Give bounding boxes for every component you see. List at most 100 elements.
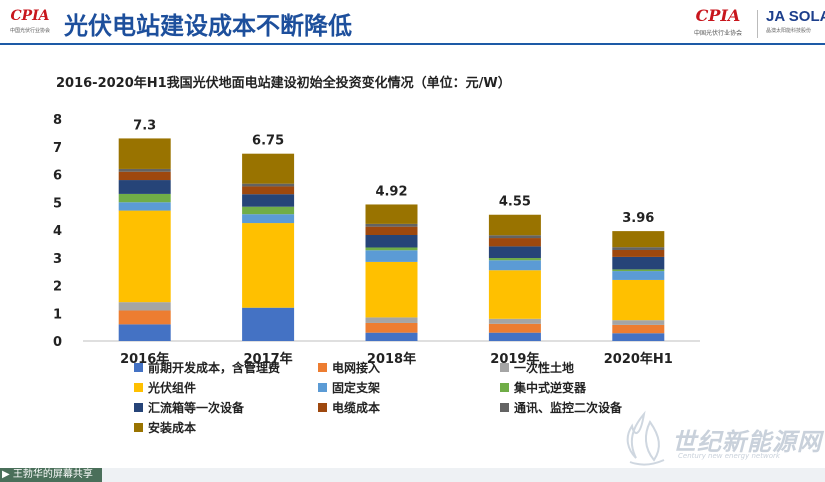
bar-segment bbox=[612, 269, 665, 272]
watermark-cn: 世纪新能源网 bbox=[672, 428, 822, 456]
bar-segment bbox=[242, 307, 295, 341]
bar-segment bbox=[488, 323, 541, 333]
legend-entry: 固定支架 bbox=[332, 380, 380, 395]
header-rule bbox=[0, 43, 825, 45]
bar-segment bbox=[118, 324, 171, 341]
x-tick-label: 2016年 bbox=[120, 351, 169, 367]
bar-segment bbox=[118, 310, 171, 325]
legend-entry: 一次性土地 bbox=[514, 360, 574, 375]
bar-segment bbox=[118, 193, 171, 203]
bar-segment bbox=[242, 186, 295, 195]
bar-segment bbox=[488, 214, 541, 236]
bar-segment bbox=[118, 138, 171, 169]
bar-segment bbox=[488, 332, 541, 341]
legend-swatch bbox=[500, 403, 509, 412]
bar-segment bbox=[365, 204, 418, 224]
legend-entry: 前期开发成本，含管理费 bbox=[148, 360, 280, 375]
bar-segment bbox=[365, 332, 418, 341]
legend-entry: 通讯、监控二次设备 bbox=[514, 400, 623, 415]
y-tick-label: 1 bbox=[53, 307, 62, 322]
bar-segment bbox=[612, 247, 665, 250]
bar-total-label: 6.75 bbox=[252, 134, 284, 149]
bar-segment bbox=[365, 223, 418, 227]
bar-segment bbox=[118, 171, 171, 181]
cpia-logo-right: CPIA 中国光伏行业协会 bbox=[686, 2, 750, 40]
stacked-bar-chart: 0 1 2 3 4 5 6 7 8 7.3 2016年 6.75 2017年 4.92 2018年 4.55 2… bbox=[53, 113, 700, 435]
bar-segment bbox=[365, 322, 418, 333]
legend-entry: 安装成本 bbox=[148, 420, 196, 435]
share-icon: ▶ bbox=[2, 469, 13, 480]
cpia-logo-left-sub: 中国光伏行业协会 bbox=[9, 28, 50, 34]
bar-segment bbox=[242, 183, 295, 187]
cpia-logo-right-sub: 中国光伏行业协会 bbox=[693, 30, 742, 37]
chart-title: 2016-2020年H1我国光伏地面电站建设初始全投资变化情况（单位：元/W） bbox=[56, 76, 511, 91]
legend-swatch bbox=[134, 363, 143, 372]
bar-segment bbox=[365, 317, 418, 323]
slide: CPIA 中国光伏行业协会 光伏电站建设成本不断降低 CPIA 中国光伏行业协会… bbox=[0, 0, 825, 468]
bar-segment bbox=[242, 214, 295, 224]
bar-segment bbox=[612, 249, 665, 257]
bar-total-label: 7.3 bbox=[133, 118, 156, 133]
legend-swatch bbox=[500, 363, 509, 372]
x-tick-label: 2017年 bbox=[244, 351, 293, 367]
bar-segment bbox=[242, 223, 295, 308]
y-tick-label: 2 bbox=[53, 280, 62, 295]
legend-swatch bbox=[500, 383, 509, 392]
bar-segment bbox=[488, 260, 541, 271]
legend-entry: 集中式逆变器 bbox=[513, 380, 587, 395]
y-tick-label: 6 bbox=[53, 169, 62, 184]
bar-segment bbox=[488, 258, 541, 261]
bar-segment bbox=[365, 261, 418, 318]
bar-segment bbox=[612, 231, 665, 248]
bar-segment bbox=[365, 247, 418, 251]
x-tick-label: 2018年 bbox=[367, 351, 416, 367]
screen-share-label: 王勃华的屏幕共享 bbox=[12, 469, 93, 480]
legend-swatch bbox=[134, 383, 143, 392]
bar-segment bbox=[242, 153, 295, 184]
bar-segment bbox=[118, 210, 171, 303]
ja-solar-logo-sub: 晶澳太阳能科技股份 bbox=[766, 28, 812, 34]
y-tick-label: 5 bbox=[53, 196, 62, 211]
bar-segment bbox=[488, 246, 541, 259]
bar-total-label: 4.55 bbox=[499, 195, 531, 210]
bar-segment bbox=[365, 250, 418, 262]
bar-segment bbox=[612, 256, 665, 270]
bar-segment bbox=[488, 270, 541, 319]
logo-divider bbox=[757, 10, 758, 38]
legend-entry: 汇流箱等一次设备 bbox=[148, 400, 245, 415]
bar-segment bbox=[612, 279, 665, 321]
bar-segment bbox=[488, 238, 541, 247]
bar-segment bbox=[365, 234, 418, 248]
legend-entry: 电网接入 bbox=[332, 360, 380, 375]
slide-title: 光伏电站建设成本不断降低 bbox=[64, 12, 352, 40]
legend-entry: 光伏组件 bbox=[147, 380, 196, 395]
bar-segment bbox=[612, 324, 665, 334]
y-tick-label: 3 bbox=[53, 252, 62, 267]
legend-entry: 电缆成本 bbox=[332, 400, 380, 415]
bar-total-label: 4.92 bbox=[375, 184, 407, 199]
cpia-logo-right-word: CPIA bbox=[695, 6, 741, 25]
watermark-en: Century new energy network bbox=[678, 452, 780, 460]
y-tick-label: 7 bbox=[53, 141, 62, 156]
watermark: 世纪新能源网 Century new energy network bbox=[612, 408, 822, 468]
bar-segment bbox=[612, 320, 665, 325]
y-tick-label: 0 bbox=[53, 335, 62, 350]
bar-segment bbox=[612, 333, 665, 341]
bar-segment bbox=[488, 318, 541, 324]
legend-swatch bbox=[318, 363, 327, 372]
legend-swatch bbox=[318, 403, 327, 412]
bar-segment bbox=[118, 180, 171, 194]
y-tick-label: 8 bbox=[53, 113, 62, 128]
ja-solar-logo: JA SOLA 晶澳太阳能科技股份 bbox=[758, 8, 825, 38]
bar-segment bbox=[118, 168, 171, 172]
bar-segment bbox=[118, 302, 171, 311]
cpia-logo-left: CPIA 中国光伏行业协会 bbox=[6, 6, 54, 40]
bar-segment bbox=[242, 194, 295, 207]
cpia-logo-left-word: CPIA bbox=[10, 8, 50, 24]
x-tick-label: 2020年H1 bbox=[604, 351, 673, 367]
screen-share-indicator[interactable]: ▶ 王勃华的屏幕共享 bbox=[0, 468, 102, 482]
y-tick-label: 4 bbox=[53, 224, 62, 239]
legend-swatch bbox=[134, 423, 143, 432]
legend-swatch bbox=[134, 403, 143, 412]
ja-solar-logo-word: JA SOLA bbox=[766, 8, 825, 25]
